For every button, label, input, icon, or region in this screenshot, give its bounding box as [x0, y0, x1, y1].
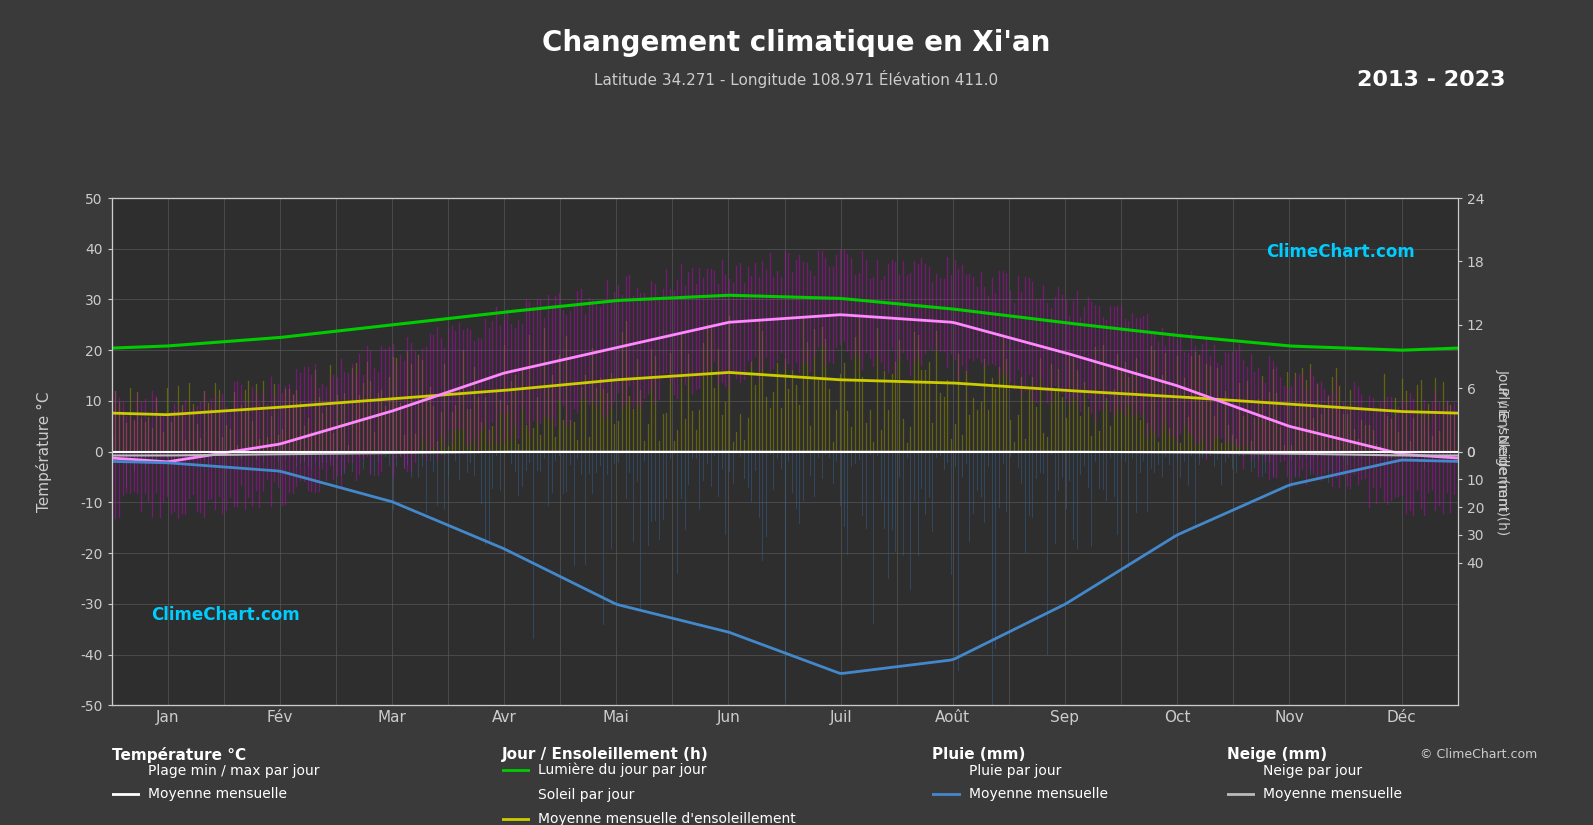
Text: Neige par jour: Neige par jour — [1263, 764, 1362, 777]
Text: 2013 - 2023: 2013 - 2023 — [1357, 70, 1505, 90]
Y-axis label: Température °C: Température °C — [37, 391, 53, 512]
Text: Moyenne mensuelle: Moyenne mensuelle — [1263, 788, 1402, 801]
Text: Lumière du jour par jour: Lumière du jour par jour — [538, 762, 707, 777]
Text: Latitude 34.271 - Longitude 108.971 Élévation 411.0: Latitude 34.271 - Longitude 108.971 Élév… — [594, 70, 999, 88]
Text: Moyenne mensuelle: Moyenne mensuelle — [148, 788, 287, 801]
Text: ClimeChart.com: ClimeChart.com — [151, 606, 299, 624]
Text: Moyenne mensuelle d'ensoleillement: Moyenne mensuelle d'ensoleillement — [538, 813, 796, 825]
Text: Pluie (mm): Pluie (mm) — [932, 747, 1026, 761]
Text: Neige (mm): Neige (mm) — [1227, 747, 1327, 761]
Y-axis label: Pluie / Neige (mm): Pluie / Neige (mm) — [1496, 387, 1509, 516]
Text: ClimeChart.com: ClimeChart.com — [1266, 243, 1415, 261]
Text: Changement climatique en Xi'an: Changement climatique en Xi'an — [542, 29, 1051, 57]
Text: Moyenne mensuelle: Moyenne mensuelle — [969, 788, 1107, 801]
Text: © ClimeChart.com: © ClimeChart.com — [1419, 748, 1537, 761]
Text: Plage min / max par jour: Plage min / max par jour — [148, 764, 320, 777]
Text: Soleil par jour: Soleil par jour — [538, 789, 634, 802]
Y-axis label: Jour / Ensoleillement (h): Jour / Ensoleillement (h) — [1496, 369, 1510, 535]
Text: Pluie par jour: Pluie par jour — [969, 764, 1061, 777]
Text: Température °C: Température °C — [112, 747, 245, 762]
Text: Jour / Ensoleillement (h): Jour / Ensoleillement (h) — [502, 747, 709, 761]
